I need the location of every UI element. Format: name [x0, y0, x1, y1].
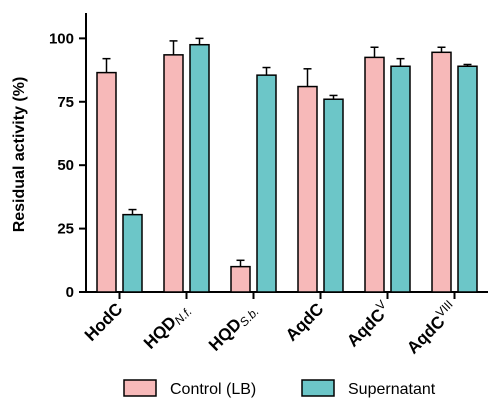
- bar-control-1: [163, 54, 184, 293]
- x-tick-label-3: AqdC: [282, 299, 327, 344]
- bar-control-4: [364, 56, 385, 293]
- bar-supernatant-1: [189, 43, 210, 293]
- y-tick-label-0: 0: [66, 284, 74, 301]
- y-axis-title: Residual activity (%): [11, 77, 28, 233]
- x-tick-label-2: HQDS.b.: [205, 299, 262, 356]
- bar-supernatant-5: [457, 65, 478, 293]
- bar-supernatant-3: [323, 98, 344, 293]
- bar-control-5: [431, 51, 452, 293]
- y-tick-label-2: 50: [57, 157, 74, 174]
- bar-control-0: [96, 71, 117, 293]
- bar-supernatant-0: [122, 213, 143, 293]
- bar-supernatant-4: [390, 65, 411, 293]
- bar-control-3: [297, 85, 318, 293]
- bar-control-2: [230, 265, 251, 293]
- legend-label-control: Control (LB): [170, 381, 256, 398]
- x-tick-label-5: AqdCVIII: [401, 297, 461, 357]
- y-tick-label-1: 25: [57, 221, 74, 238]
- legend-label-supernatant: Supernatant: [348, 381, 436, 398]
- x-tick-label-4: AqdCV: [341, 297, 394, 350]
- legend-swatch-control: [123, 379, 157, 397]
- y-tick-label-4: 100: [49, 30, 74, 47]
- y-tick-label-3: 75: [57, 94, 74, 111]
- x-tick-label-1: HQDN.f.: [140, 299, 195, 354]
- legend-swatch-supernatant: [301, 379, 335, 397]
- bar-supernatant-2: [256, 74, 277, 293]
- x-tick-label-0: HodC: [81, 299, 126, 344]
